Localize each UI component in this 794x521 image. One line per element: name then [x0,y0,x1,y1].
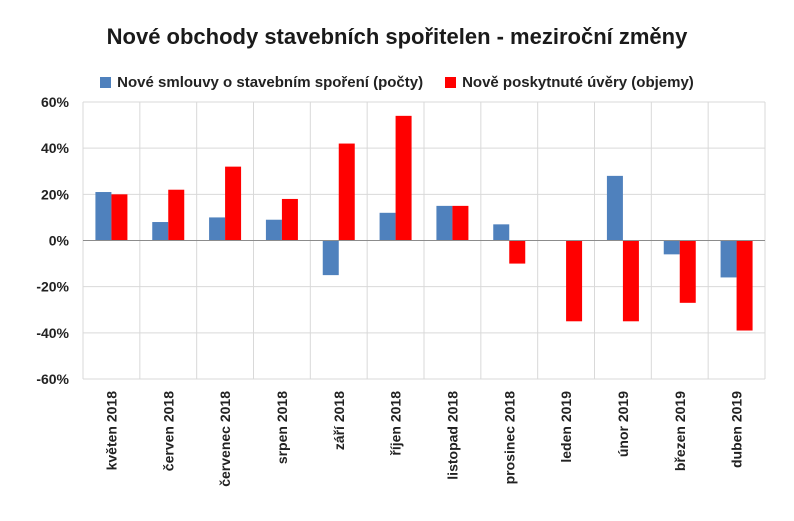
x-tick-label: květen 2018 [103,391,119,471]
bar-uvery [509,240,526,264]
x-tick-label: prosinec 2018 [501,391,517,485]
y-tick-label: -20% [36,279,69,295]
bar-uvery [566,240,583,322]
bar-smlouvy [606,175,623,241]
y-tick-label: 20% [41,186,70,202]
bar-smlouvy [95,192,112,241]
chart-title: Nové obchody stavebních spořitelen - mez… [106,24,688,49]
bar-uvery [338,143,355,241]
bar-uvery [452,205,469,241]
x-tick-label: červen 2018 [160,391,176,471]
bar-uvery [679,240,696,303]
x-tick-label: srpen 2018 [274,391,290,464]
legend: Nové smlouvy o stavebním spoření (počty)… [0,74,794,91]
y-tick-label: -40% [36,325,69,341]
bar-uvery [225,166,242,241]
legend-item-uvery: Nově poskytnuté úvěry (objemy) [445,74,694,91]
legend-item-smlouvy: Nové smlouvy o stavebním spoření (počty) [100,74,423,91]
bar-smlouvy [322,240,339,276]
legend-label-uvery: Nově poskytnuté úvěry (objemy) [462,74,694,91]
legend-swatch-smlouvy [100,77,112,88]
y-tick-label: 0% [49,233,70,249]
legend-label-smlouvy: Nové smlouvy o stavebním spoření (počty) [117,74,424,91]
bar-uvery [736,240,753,331]
x-tick-label: červenec 2018 [217,391,233,487]
bar-smlouvy [265,219,282,241]
x-tick-label: únor 2019 [615,391,631,457]
bar-smlouvy [436,205,453,241]
x-tick-label: leden 2019 [558,391,574,463]
bar-uvery [622,240,639,322]
y-tick-label: 40% [41,140,70,156]
x-tick-label: listopad 2018 [444,391,460,480]
bar-uvery [281,198,298,241]
bar-uvery [168,189,185,241]
x-tick-label: říjen 2018 [388,391,404,456]
bar-smlouvy [493,224,510,241]
bar-uvery [111,194,128,241]
bar-smlouvy [152,222,169,241]
bar-uvery [395,115,412,241]
y-tick-label: 60% [41,94,70,110]
x-tick-label: duben 2019 [729,391,745,468]
y-tick-label: -60% [36,371,69,387]
legend-swatch-uvery [445,77,457,88]
bar-smlouvy [209,217,226,241]
x-tick-label: březen 2019 [672,391,688,471]
bar-smlouvy [663,240,680,255]
bar-smlouvy [720,240,737,278]
x-tick-label: září 2018 [331,391,347,450]
bar-smlouvy [379,212,396,241]
